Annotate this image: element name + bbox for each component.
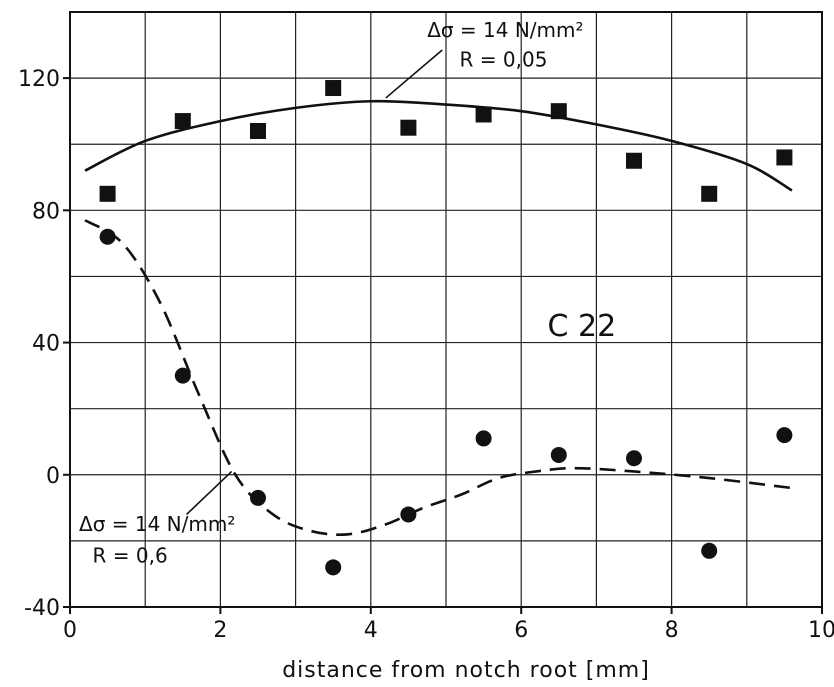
fit-curve-solid bbox=[84, 99, 793, 192]
annotation-bottom-line2: R = 0,6 bbox=[93, 543, 168, 567]
data-point-circle bbox=[174, 367, 191, 384]
data-points bbox=[99, 80, 793, 576]
x-tick-label: 10 bbox=[808, 618, 834, 643]
data-point-square bbox=[400, 119, 417, 136]
y-tick-label: -40 bbox=[24, 596, 60, 621]
data-point-square bbox=[550, 103, 567, 120]
annotation-leaders bbox=[186, 49, 443, 516]
y-tick-label: 80 bbox=[32, 199, 60, 224]
annotation-leader-bottom bbox=[186, 470, 233, 516]
data-point-circle bbox=[701, 542, 718, 559]
y-tick-label: 120 bbox=[18, 67, 60, 92]
x-tick-labels: 0 2 4 6 8 10 bbox=[63, 607, 834, 643]
data-point-square bbox=[701, 185, 718, 202]
fit-curves bbox=[84, 99, 793, 536]
data-point-circle bbox=[776, 427, 793, 444]
x-tick-label: 8 bbox=[665, 618, 679, 643]
data-point-square bbox=[174, 113, 191, 130]
fit-curve-dashed bbox=[84, 219, 793, 536]
data-point-circle bbox=[550, 446, 567, 463]
data-point-circle bbox=[400, 506, 417, 523]
annotation-bottom-line1: Δσ = 14 N/mm² bbox=[79, 512, 235, 536]
data-point-circle bbox=[325, 559, 342, 576]
y-tick-label: 0 bbox=[46, 464, 60, 489]
data-point-square bbox=[626, 152, 642, 169]
data-point-circle bbox=[99, 228, 116, 245]
data-point-square bbox=[325, 80, 342, 97]
data-point-circle bbox=[475, 430, 492, 447]
annotation-top-line1: Δσ = 14 N/mm² bbox=[427, 18, 583, 42]
data-point-circle bbox=[626, 450, 642, 467]
x-axis-label: distance from notch root [mm] bbox=[282, 658, 650, 683]
data-point-square bbox=[475, 106, 492, 123]
data-point-square bbox=[776, 149, 793, 166]
data-point-square bbox=[99, 185, 116, 202]
annotation-leader-top bbox=[385, 49, 443, 99]
y-tick-labels: -40 0 40 80 120 bbox=[18, 67, 70, 621]
y-tick-label: 40 bbox=[32, 332, 60, 357]
data-point-square bbox=[250, 123, 266, 139]
annotation-top-line2: R = 0,05 bbox=[460, 48, 548, 72]
x-tick-label: 4 bbox=[364, 618, 378, 643]
material-label: C 22 bbox=[548, 309, 617, 344]
x-tick-label: 6 bbox=[514, 618, 528, 643]
x-tick-label: 2 bbox=[213, 618, 227, 643]
x-tick-label: 0 bbox=[63, 618, 77, 643]
plot-frame bbox=[69, 11, 823, 608]
data-point-circle bbox=[250, 489, 266, 506]
